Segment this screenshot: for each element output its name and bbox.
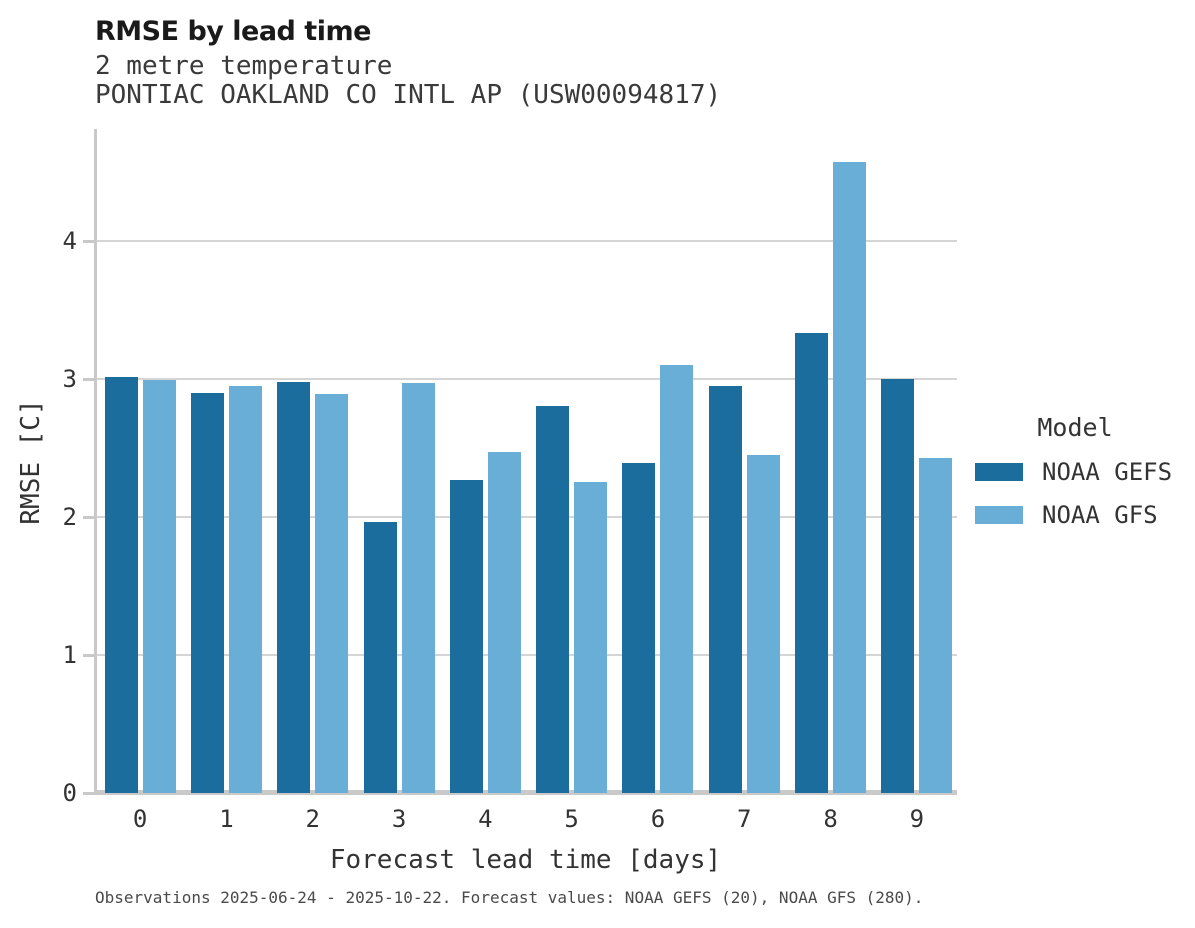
y-tick-label: 3 — [62, 364, 77, 393]
chart-title: RMSE by lead time — [95, 16, 371, 47]
bar-noaa-gfs-lead-4 — [487, 452, 521, 793]
x-tick-label-4: 4 — [478, 805, 493, 833]
chart-subtitle-station: PONTIAC OAKLAND CO INTL AP (USW00094817) — [95, 80, 722, 110]
y-tick-label: 4 — [62, 226, 77, 255]
y-tick-mark — [83, 515, 94, 519]
bar-noaa-gfs-lead-0 — [142, 380, 176, 793]
bar-noaa-gefs-lead-5 — [536, 406, 570, 793]
x-tick-label-7: 7 — [737, 805, 752, 833]
y-tick-label: 0 — [62, 779, 77, 807]
x-tick-label-0: 0 — [132, 805, 148, 833]
y-tick-mark — [83, 239, 94, 243]
legend-swatch-gfs-icon — [975, 506, 1023, 524]
footer-caption: Observations 2025-06-24 - 2025-10-22. Fo… — [95, 888, 924, 907]
bar-noaa-gfs-lead-7 — [746, 454, 780, 793]
x-tick-label-5: 5 — [564, 805, 579, 833]
y-tick-label: 2 — [62, 502, 77, 531]
bar-noaa-gefs-lead-2 — [277, 381, 311, 793]
bar-noaa-gefs-lead-6 — [622, 463, 656, 793]
legend-label-gefs: NOAA GEFS — [1042, 458, 1173, 486]
x-tick-label-1: 1 — [219, 805, 234, 833]
bar-noaa-gefs-lead-4 — [449, 479, 483, 793]
bar-noaa-gfs-lead-1 — [228, 385, 262, 793]
x-tick-label-2: 2 — [305, 805, 320, 833]
bar-noaa-gefs-lead-1 — [190, 392, 224, 793]
y-tick-mark — [83, 653, 94, 657]
bar-noaa-gefs-lead-9 — [881, 378, 915, 793]
bar-noaa-gefs-lead-0 — [104, 377, 138, 793]
gridline-y2 — [97, 515, 957, 518]
x-tick-label-6: 6 — [650, 805, 666, 833]
bar-noaa-gefs-lead-7 — [708, 385, 742, 793]
y-tick-mark — [83, 377, 94, 381]
chart-subtitle-variable: 2 metre temperature — [95, 51, 393, 81]
bar-noaa-gefs-lead-8 — [795, 333, 829, 793]
y-tick-label: 1 — [62, 640, 77, 669]
plot-area: 0 1 2 3 4 0 1 2 3 4 5 6 7 8 9 — [63, 129, 957, 833]
bar-noaa-gfs-lead-2 — [315, 394, 349, 793]
bar-noaa-gfs-lead-8 — [833, 162, 867, 793]
y-tick-mark — [83, 792, 94, 795]
bar-noaa-gfs-lead-3 — [401, 383, 435, 793]
gridline-y1 — [97, 653, 957, 656]
x-tick-label-9: 9 — [909, 805, 925, 833]
legend-label-gfs: NOAA GFS — [1042, 501, 1158, 529]
bar-noaa-gfs-lead-9 — [919, 457, 953, 793]
legend-title: Model — [1037, 413, 1113, 442]
gridline-y4 — [97, 239, 957, 242]
legend-swatch-gefs-icon — [975, 463, 1023, 481]
gridline-y3 — [97, 377, 957, 380]
bar-noaa-gfs-lead-5 — [574, 482, 608, 793]
bar-noaa-gefs-lead-3 — [363, 522, 397, 793]
bar-noaa-gfs-lead-6 — [660, 365, 694, 793]
legend-entry-gefs: NOAA GEFS — [975, 458, 1180, 486]
x-tick-label-3: 3 — [391, 805, 407, 833]
x-tick-label-8: 8 — [823, 805, 838, 833]
legend-entry-gfs: NOAA GFS — [975, 501, 1180, 529]
x-axis-line — [94, 790, 957, 795]
legend: Model NOAA GEFS NOAA GFS — [975, 413, 1180, 544]
x-axis-label: Forecast lead time [days] — [329, 845, 722, 875]
